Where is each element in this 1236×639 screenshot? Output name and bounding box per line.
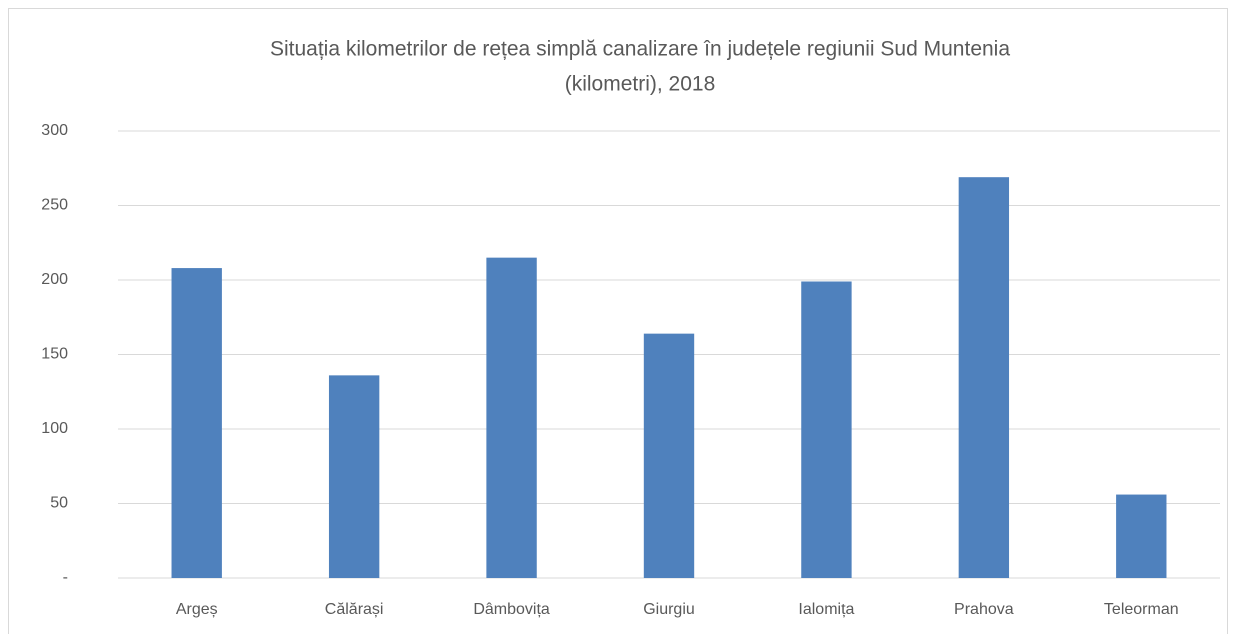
x-tick-label: Călărași (325, 601, 384, 618)
bar (801, 281, 852, 578)
x-tick-label: Prahova (954, 601, 1014, 618)
y-tick-label: 50 (50, 495, 68, 512)
x-tick-label: Dâmbovița (473, 601, 550, 618)
bar (328, 375, 380, 578)
bar (958, 177, 1010, 578)
x-tick-label: Giurgiu (643, 601, 695, 618)
bar (486, 257, 537, 578)
y-tick-label: 300 (41, 122, 68, 139)
bar (643, 333, 695, 578)
y-tick-label: 200 (41, 271, 68, 288)
x-tick-label: Ialomița (798, 601, 854, 618)
bar (171, 268, 222, 578)
bar (1116, 494, 1167, 578)
x-tick-label: Argeș (176, 601, 218, 618)
x-tick-label: Teleorman (1104, 601, 1179, 618)
y-tick-label: 100 (41, 420, 68, 437)
y-tick-label: 150 (41, 346, 68, 363)
chart-title: (kilometri), 2018 (565, 73, 716, 96)
chart-title: Situația kilometrilor de rețea simplă ca… (270, 38, 1010, 61)
y-tick-label: - (63, 569, 68, 586)
y-tick-label: 250 (41, 197, 68, 214)
